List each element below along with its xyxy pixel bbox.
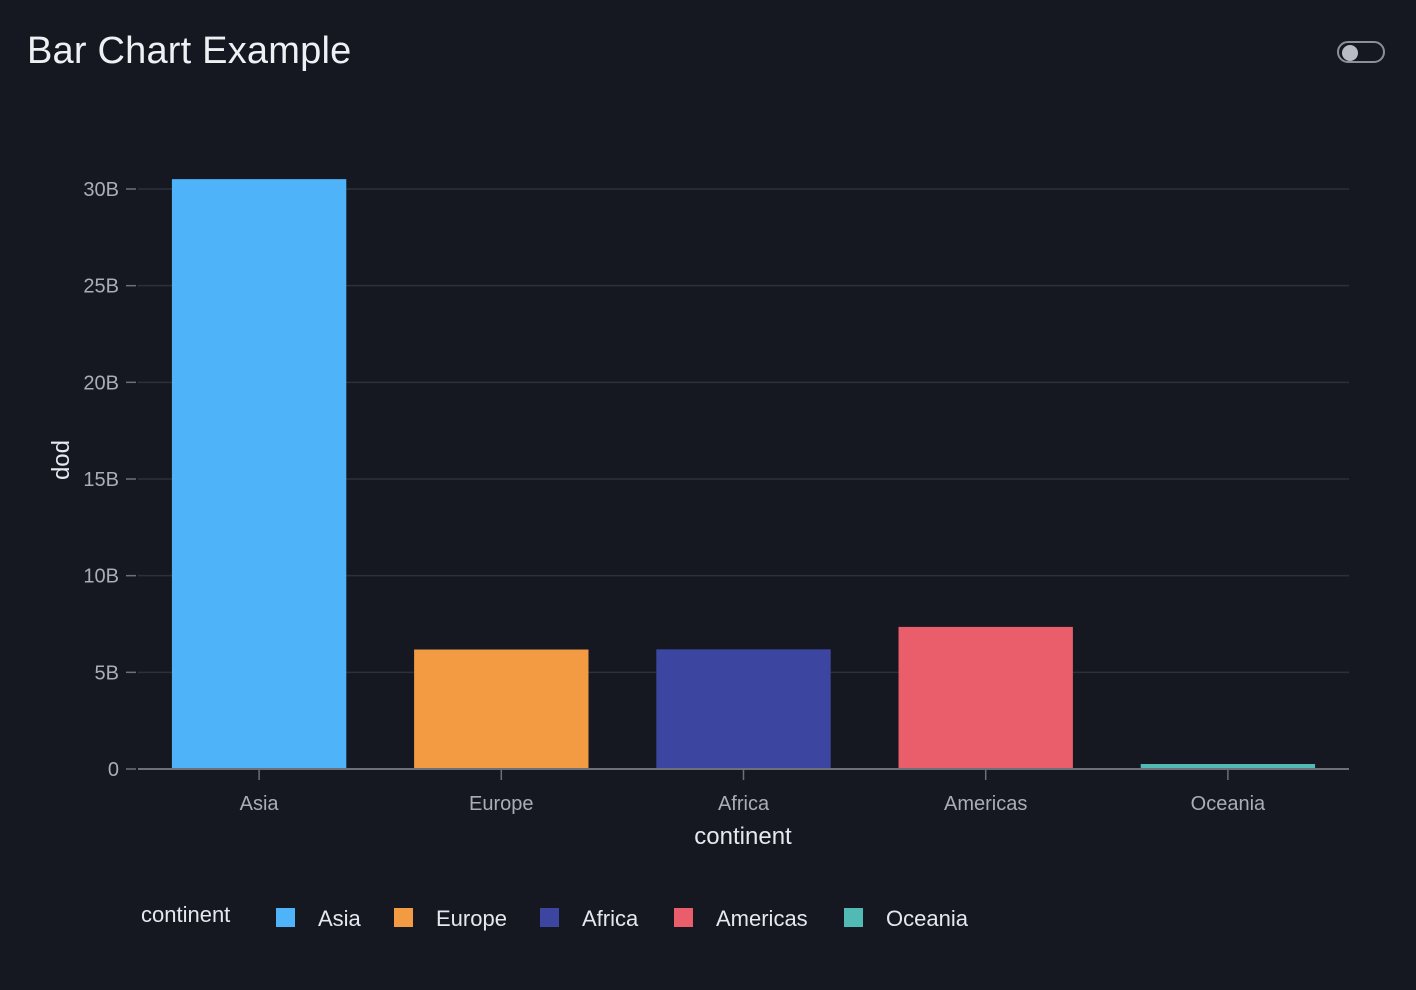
- legend-swatch: [540, 908, 559, 927]
- legend-label: Europe: [436, 906, 507, 931]
- y-tick-label: 25B: [83, 276, 119, 298]
- toggle-knob: [1342, 45, 1358, 61]
- legend-label: Oceania: [886, 906, 969, 931]
- bar-oceania[interactable]: [1140, 764, 1316, 769]
- y-tick-label: 5B: [95, 662, 119, 684]
- legend-item-europe[interactable]: Europe: [394, 906, 507, 931]
- legend-item-asia[interactable]: Asia: [276, 906, 362, 931]
- legend-item-oceania[interactable]: Oceania: [844, 906, 969, 931]
- y-tick-label: 15B: [83, 469, 119, 491]
- chart-title: Bar Chart Example: [27, 30, 352, 72]
- legend-swatch: [276, 908, 295, 927]
- y-axis: 0 5B 10B 15B 20B 25B 30B: [83, 179, 136, 781]
- legend-label: Americas: [716, 906, 808, 931]
- bars: [171, 179, 1316, 769]
- x-tick-label: Asia: [240, 793, 280, 815]
- y-tick-label: 0: [108, 759, 119, 781]
- x-tick-label: Europe: [469, 793, 534, 815]
- y-tick-label: 10B: [83, 566, 119, 588]
- legend-label: Asia: [318, 906, 362, 931]
- y-tick-label: 20B: [83, 372, 119, 394]
- bar-africa[interactable]: [656, 649, 831, 769]
- bar-europe[interactable]: [414, 649, 589, 769]
- legend-item-americas[interactable]: Americas: [674, 906, 808, 931]
- x-tick-label: Africa: [718, 793, 770, 815]
- x-axis-title: continent: [694, 823, 792, 850]
- x-tick-label: Oceania: [1191, 793, 1266, 815]
- x-axis: Asia Europe Africa Americas Oceania: [138, 768, 1349, 815]
- theme-toggle[interactable]: [1337, 41, 1385, 63]
- y-tick-label: 30B: [83, 179, 119, 201]
- x-tick-label: Americas: [944, 793, 1027, 815]
- legend-swatch: [844, 908, 863, 927]
- legend-swatch: [394, 908, 413, 927]
- legend-title: continent: [141, 902, 230, 927]
- legend-swatch: [674, 908, 693, 927]
- y-axis-title: pop: [50, 440, 77, 480]
- legend-item-africa[interactable]: Africa: [540, 906, 639, 931]
- legend: continent Asia Europe Africa Americas Oceania: [141, 902, 969, 931]
- bar-americas[interactable]: [898, 626, 1073, 769]
- bar-asia[interactable]: [171, 179, 347, 769]
- legend-label: Africa: [582, 906, 639, 931]
